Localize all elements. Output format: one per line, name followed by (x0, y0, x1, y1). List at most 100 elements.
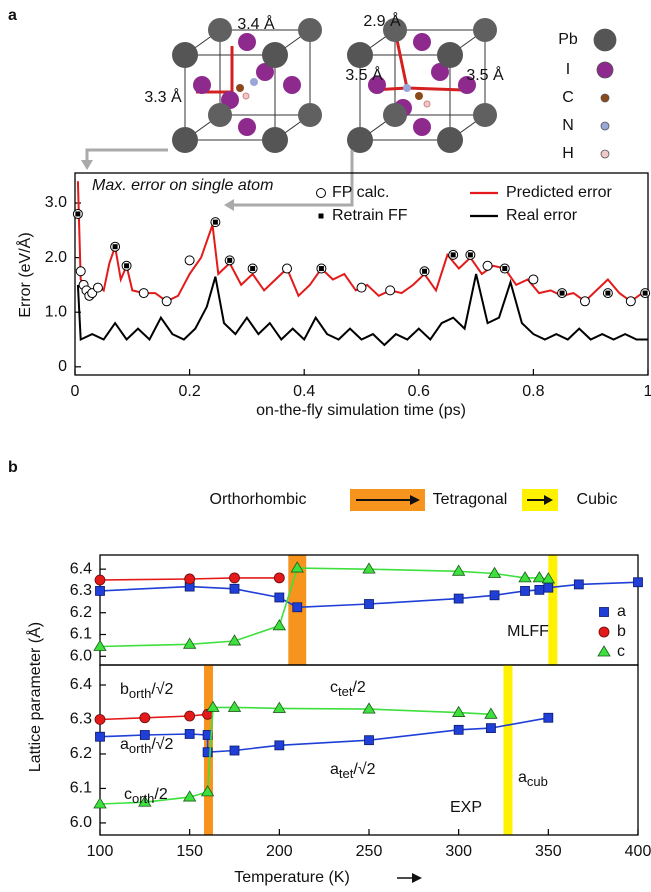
phase-label: Cubic (577, 491, 618, 508)
annotation-suffix: /√2 (353, 761, 375, 778)
atom-label: Pb (558, 31, 578, 48)
square-marker (422, 269, 427, 274)
square-marker (365, 600, 374, 609)
x-tick-label: 200 (266, 843, 293, 860)
square-marker (227, 258, 232, 263)
triangle-marker (363, 703, 375, 713)
annotation-base: a (120, 736, 129, 753)
annotation-sub: orth (129, 686, 151, 701)
triangle-marker (453, 707, 465, 717)
subplot-label: EXP (450, 799, 482, 816)
x-tick-label: 0.8 (522, 383, 544, 400)
atom-swatch (601, 122, 609, 130)
x-tick-label: 250 (356, 843, 383, 860)
x-tick-label: 350 (535, 843, 562, 860)
distance-label: 3.5 Å (345, 65, 383, 84)
annotation: atet/√2 (330, 761, 376, 781)
square-marker (319, 266, 324, 271)
square-marker (490, 591, 499, 600)
square-marker (275, 593, 284, 602)
y-tick-label: 6.1 (70, 626, 92, 643)
square-marker (96, 732, 105, 741)
atom-label: I (566, 61, 570, 78)
triangle-marker (363, 563, 375, 573)
atom-label: H (562, 145, 574, 162)
fp-marker (483, 261, 492, 270)
panel-label: b (8, 459, 18, 476)
square-marker (544, 583, 553, 592)
triangle-marker (229, 701, 241, 711)
legend-label: Real error (506, 207, 578, 224)
square-marker (468, 252, 473, 257)
legend-label: b (617, 623, 626, 640)
triangle-marker (598, 646, 610, 656)
y-tick-label: 6.3 (70, 582, 92, 599)
atom-label: C (562, 89, 574, 106)
legend-label: c (617, 643, 625, 660)
y-tick-label: 6.4 (70, 560, 92, 577)
y-tick-label: 6.2 (70, 745, 92, 762)
y-tick-label: 6.4 (70, 676, 92, 693)
square-marker (75, 211, 80, 216)
square-marker (486, 724, 495, 733)
square-marker (643, 291, 648, 296)
y-tick-label: 2.0 (45, 249, 67, 266)
phase-label: Tetragonal (433, 491, 508, 508)
x-axis-label: Temperature (K) (234, 869, 350, 886)
y-tick-label: 6.1 (70, 780, 92, 797)
atom-swatch (601, 150, 609, 158)
fp-marker (162, 297, 171, 306)
panel-label: a (8, 7, 17, 24)
square-marker (544, 713, 553, 722)
annotation-suffix: /√2 (151, 736, 173, 753)
square-marker (634, 578, 643, 587)
triangle-marker (453, 565, 465, 575)
y-axis-label: Lattice parameter (Å) (25, 622, 44, 772)
annotation: Max. error on single atom (92, 177, 273, 194)
x-tick-label: 400 (625, 843, 651, 860)
figure: 01.02.03.000.20.40.60.816.06.16.26.36.46… (0, 0, 651, 892)
circle-marker (95, 575, 105, 585)
fp-marker (317, 189, 326, 198)
annotation-base: a (330, 761, 339, 778)
square-marker (250, 266, 255, 271)
square-marker (213, 220, 218, 225)
annotation: ctet/2 (330, 679, 366, 699)
annotation-suffix: /2 (352, 679, 365, 696)
annotation-base: b (120, 681, 129, 698)
square-marker (454, 725, 463, 734)
square-marker (185, 729, 194, 738)
annotation-base: c (330, 679, 338, 696)
x-tick-label: 300 (445, 843, 472, 860)
square-marker (124, 263, 129, 268)
triangle-marker (94, 640, 106, 650)
annotation-sub: orth (129, 741, 151, 756)
square-marker (319, 214, 324, 219)
fp-marker (185, 256, 194, 265)
square-marker (230, 746, 239, 755)
fp-marker (93, 283, 102, 292)
x-axis-label: on-the-fly simulation time (ps) (256, 402, 466, 419)
fp-marker (76, 267, 85, 276)
legend-label: Predicted error (506, 184, 612, 201)
fp-marker (529, 275, 538, 284)
atom-swatch (597, 62, 613, 78)
y-tick-label: 1.0 (45, 303, 67, 320)
square-marker (96, 586, 105, 595)
square-marker (293, 603, 302, 612)
plot-frame (75, 173, 648, 375)
y-tick-label: 0 (58, 358, 67, 375)
axis-arrow-head (412, 873, 422, 883)
x-tick-label: 0 (71, 383, 80, 400)
square-marker (230, 584, 239, 593)
fp-marker (139, 289, 148, 298)
square-marker (535, 585, 544, 594)
triangle-marker (273, 702, 285, 712)
distance-label: 3.5 Å (466, 65, 504, 84)
x-tick-label: 100 (87, 843, 114, 860)
square-marker (560, 291, 565, 296)
x-tick-label: 1 (644, 383, 651, 400)
square-marker (140, 731, 149, 740)
fp-marker (357, 283, 366, 292)
structure-left (172, 18, 322, 153)
